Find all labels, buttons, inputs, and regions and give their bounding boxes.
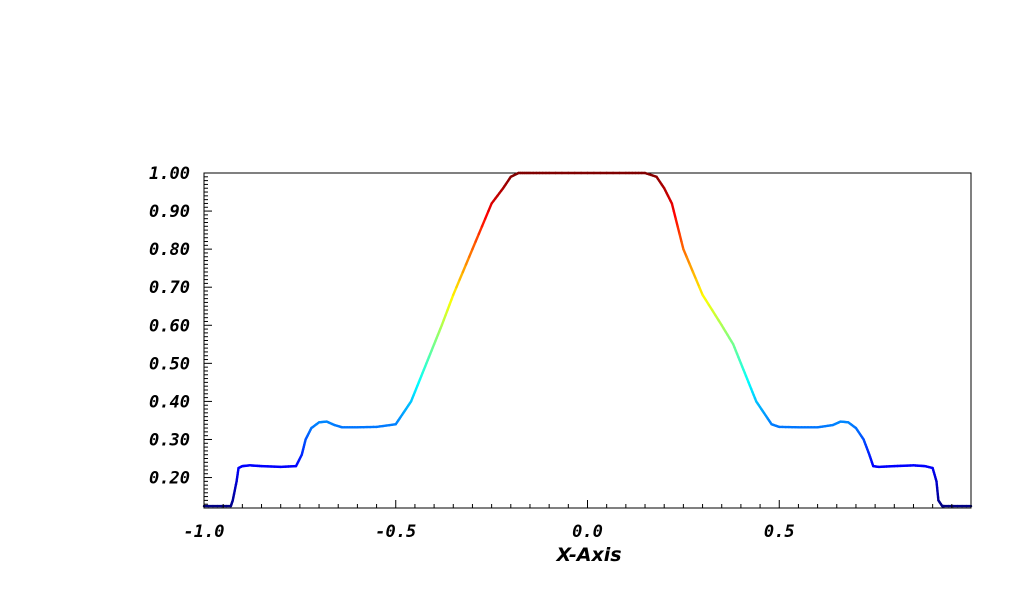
- plot-frame: [203, 172, 972, 509]
- series-line-segment: [455, 278, 461, 289]
- series-line-segment: [480, 217, 487, 228]
- series-line-segment: [678, 232, 683, 243]
- series-line-segment: [674, 217, 679, 228]
- y-tick-label: 1.00: [149, 164, 190, 184]
- x-axis: -1.0 -0.5 0.0 0.5: [184, 500, 972, 542]
- x-tick-label: 0.0: [572, 522, 603, 542]
- series-line-segment: [672, 209, 677, 220]
- series-line-segment: [691, 270, 698, 281]
- y-tick-label: 0.30: [149, 430, 190, 450]
- y-tick-label: 0.20: [149, 469, 190, 489]
- series-line-segment: [474, 232, 481, 243]
- series-line-segment: [698, 286, 704, 297]
- series-line-segment: [484, 209, 490, 220]
- series-line-segment: [680, 240, 685, 251]
- x-tick-label: 0.5: [764, 522, 795, 542]
- data-series: [202, 171, 973, 508]
- series-line-segment: [670, 202, 675, 213]
- series-line-segment: [452, 286, 458, 297]
- series-line-segment: [471, 240, 477, 251]
- y-tick-label: 0.90: [149, 202, 190, 222]
- series-line-segment: [682, 247, 688, 258]
- series-line-segment: [688, 263, 695, 274]
- y-tick-label: 0.60: [149, 316, 190, 336]
- series-line-segment: [487, 202, 493, 213]
- series-line-segment: [694, 278, 701, 289]
- x-tick-label: -1.0: [184, 522, 225, 542]
- series-line-segment: [685, 255, 691, 266]
- series-line-segment: [461, 263, 468, 274]
- x-tick-label: -0.5: [375, 522, 416, 542]
- y-axis: 0.20 0.30 0.40 0.50 0.60 0.70 0.80 0.90 1.00: [149, 164, 212, 505]
- x-axis-title: X-Axis: [555, 544, 621, 566]
- series-line-segment: [464, 255, 471, 266]
- plot-area: [202, 171, 973, 509]
- y-tick-label: 0.50: [149, 354, 190, 374]
- y-tick-label: 0.70: [149, 278, 190, 298]
- series-line-segment: [676, 225, 681, 236]
- y-tick-label: 0.80: [149, 240, 190, 260]
- series-line-segment: [468, 247, 474, 258]
- y-tick-label: 0.40: [149, 392, 190, 412]
- series-line-segment: [477, 225, 484, 236]
- series-line-segment: [458, 270, 465, 281]
